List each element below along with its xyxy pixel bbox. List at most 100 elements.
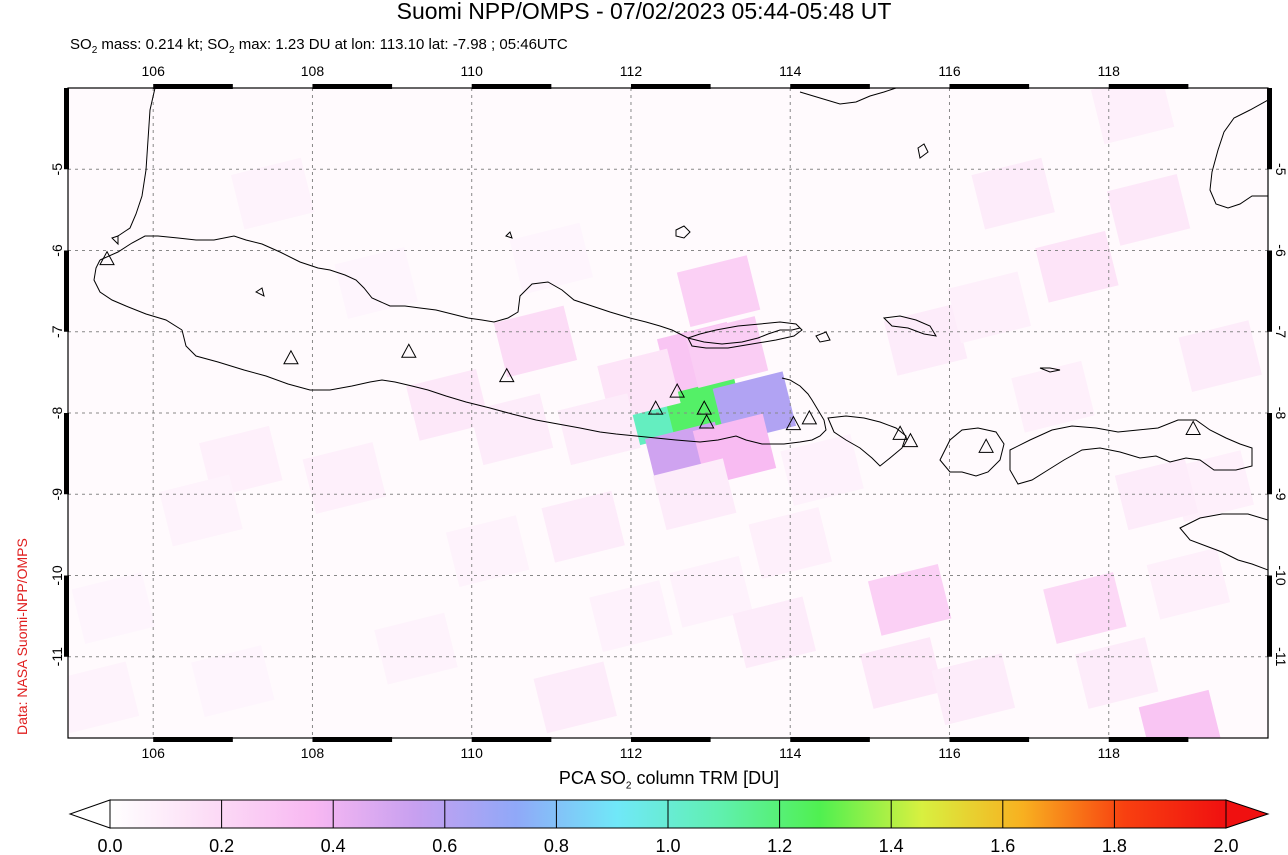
lon-tick-label-top: 106 <box>142 63 166 79</box>
so2-pixel <box>1146 547 1231 620</box>
so2-pixel <box>493 305 578 378</box>
colorbar-title-sub: 2 <box>625 780 632 792</box>
coastline-bali <box>827 415 907 467</box>
volcano-triangle-icon <box>696 400 713 415</box>
frame-bar-left <box>64 413 69 495</box>
so2-pixel <box>589 580 673 653</box>
so2-pixel <box>931 653 1016 726</box>
lat-tick-label-left: -5 <box>49 163 65 176</box>
so2-pixel <box>302 442 387 514</box>
so2-pixel <box>557 393 641 466</box>
lat-tick-label-right: -9 <box>1273 488 1288 501</box>
lat-tick-label-left: -9 <box>49 488 65 501</box>
lat-tick-label-right: -6 <box>1273 244 1288 257</box>
colorbar-title-post: column TRM [DU] <box>631 768 780 788</box>
frame-bar-bottom <box>1108 737 1189 742</box>
map-gridlines <box>68 88 1268 738</box>
so2-pixel <box>1138 689 1223 738</box>
so2-pixel <box>1114 458 1199 531</box>
volcano-triangle-icon <box>1185 420 1201 435</box>
volcano-triangle-icon <box>698 413 715 429</box>
so2-pixel <box>374 612 458 685</box>
lon-tick-label-bottom: 110 <box>461 745 484 761</box>
frame-bar-top <box>630 84 711 89</box>
coastline-islet-3 <box>815 331 831 343</box>
lat-tick-label-right: -5 <box>1273 163 1288 176</box>
so2-pixel <box>1011 360 1095 433</box>
frame-bar-top <box>1108 84 1189 89</box>
so2-pixel <box>867 563 952 636</box>
so2-summary-part1: SO <box>70 36 92 53</box>
map-title: Suomi NPP/OMPS - 07/02/2023 05:44-05:48 … <box>396 0 892 24</box>
lon-tick-label-top: 108 <box>301 63 325 79</box>
so2-pixel <box>334 247 418 319</box>
coastline-islet-2 <box>917 143 929 159</box>
so2-pixel <box>71 572 156 644</box>
coastline-borneo-west <box>117 88 156 237</box>
volcano-triangle-icon <box>99 250 115 266</box>
volcano-triangle-icon <box>785 415 802 431</box>
colorbar: 0.0 0.2 0.4 0.6 0.8 1.0 1.2 1.4 1.6 1.8 2.0 <box>68 799 1270 855</box>
so2-summary-part2: mass: 0.214 kt; SO <box>97 36 229 53</box>
so2-pixel <box>668 555 753 628</box>
colorbar-title: PCA SO2 column TRM [DU] <box>0 768 1288 792</box>
so2-summary: SO2 mass: 0.214 kt; SO2 max: 1.23 DU at … <box>70 36 568 56</box>
colorbar-tick-label: 0.8 <box>544 836 569 855</box>
axis-labels: 106 106 108 108 110 110 112 112 114 114 116 116 118 1… <box>49 63 1288 761</box>
colorbar-tick-label: 0.0 <box>97 836 122 855</box>
so2-pixel <box>445 515 530 588</box>
frame-bar-right <box>1267 250 1272 332</box>
so2-pixel <box>1035 230 1119 303</box>
coastline-java-north <box>99 235 801 345</box>
volcano-triangle-icon <box>902 432 919 448</box>
so2-pixel <box>947 271 1032 344</box>
coastline-bawean <box>675 225 691 239</box>
lon-tick-label-bottom: 108 <box>301 745 325 761</box>
lon-tick-label-bottom: 112 <box>620 745 643 761</box>
frame-bar-bottom <box>153 737 233 742</box>
lon-tick-label-top: 112 <box>620 63 643 79</box>
so2-pixel <box>860 637 944 709</box>
so2-pixel <box>469 393 554 466</box>
frame-bar-top <box>153 84 233 89</box>
so2-pixel <box>159 474 243 547</box>
so2-pixel <box>652 458 737 531</box>
so2-pixel <box>68 661 140 734</box>
volcano-triangle-icon <box>978 438 994 453</box>
lon-tick-label-bottom: 114 <box>779 745 802 761</box>
frame-bar-bottom <box>949 737 1030 742</box>
volcano-triangle-icon <box>283 349 299 365</box>
colorbar-tick-label: 2.0 <box>1213 836 1238 855</box>
coastline-madura <box>687 321 803 349</box>
colorbar-tick-label: 0.4 <box>321 836 346 855</box>
lat-tick-label-right: -11 <box>1273 647 1288 666</box>
coastline-sumbawa <box>1009 419 1253 485</box>
volcano-triangle-icon <box>400 343 417 358</box>
coastline-borneo-south <box>799 88 897 105</box>
coastline-java-south <box>181 329 827 445</box>
coastline-islet-1 <box>255 287 265 297</box>
frame-bar-left <box>64 575 69 657</box>
lat-tick-label-left: -8 <box>49 407 65 420</box>
lat-tick-label-left: -7 <box>49 325 65 338</box>
so2-pixel <box>883 303 968 376</box>
so2-pixel <box>676 255 761 328</box>
colorbar-tick-label: 1.8 <box>1102 836 1127 855</box>
volcano-triangle-icon <box>801 409 818 425</box>
colorbar-low-arrow-icon <box>68 799 111 829</box>
colorbar-tick-label: 1.6 <box>990 836 1015 855</box>
lon-tick-label-top: 114 <box>779 63 802 79</box>
so2-pixel <box>1106 173 1191 246</box>
coastline-kangean <box>882 315 937 337</box>
volcano-triangle-icon <box>498 367 515 383</box>
frame-bar-top <box>790 84 870 89</box>
coastline-sulawesi <box>1209 99 1268 209</box>
frame-bar-left <box>64 250 69 332</box>
so2-pixel <box>1075 637 1159 709</box>
frame-bar-bottom <box>471 737 552 742</box>
map-frame-ticks <box>64 84 1272 742</box>
frame-bar-left <box>64 88 69 170</box>
volcano-triangle-icon <box>669 383 685 398</box>
lon-tick-label-bottom: 106 <box>142 745 166 761</box>
